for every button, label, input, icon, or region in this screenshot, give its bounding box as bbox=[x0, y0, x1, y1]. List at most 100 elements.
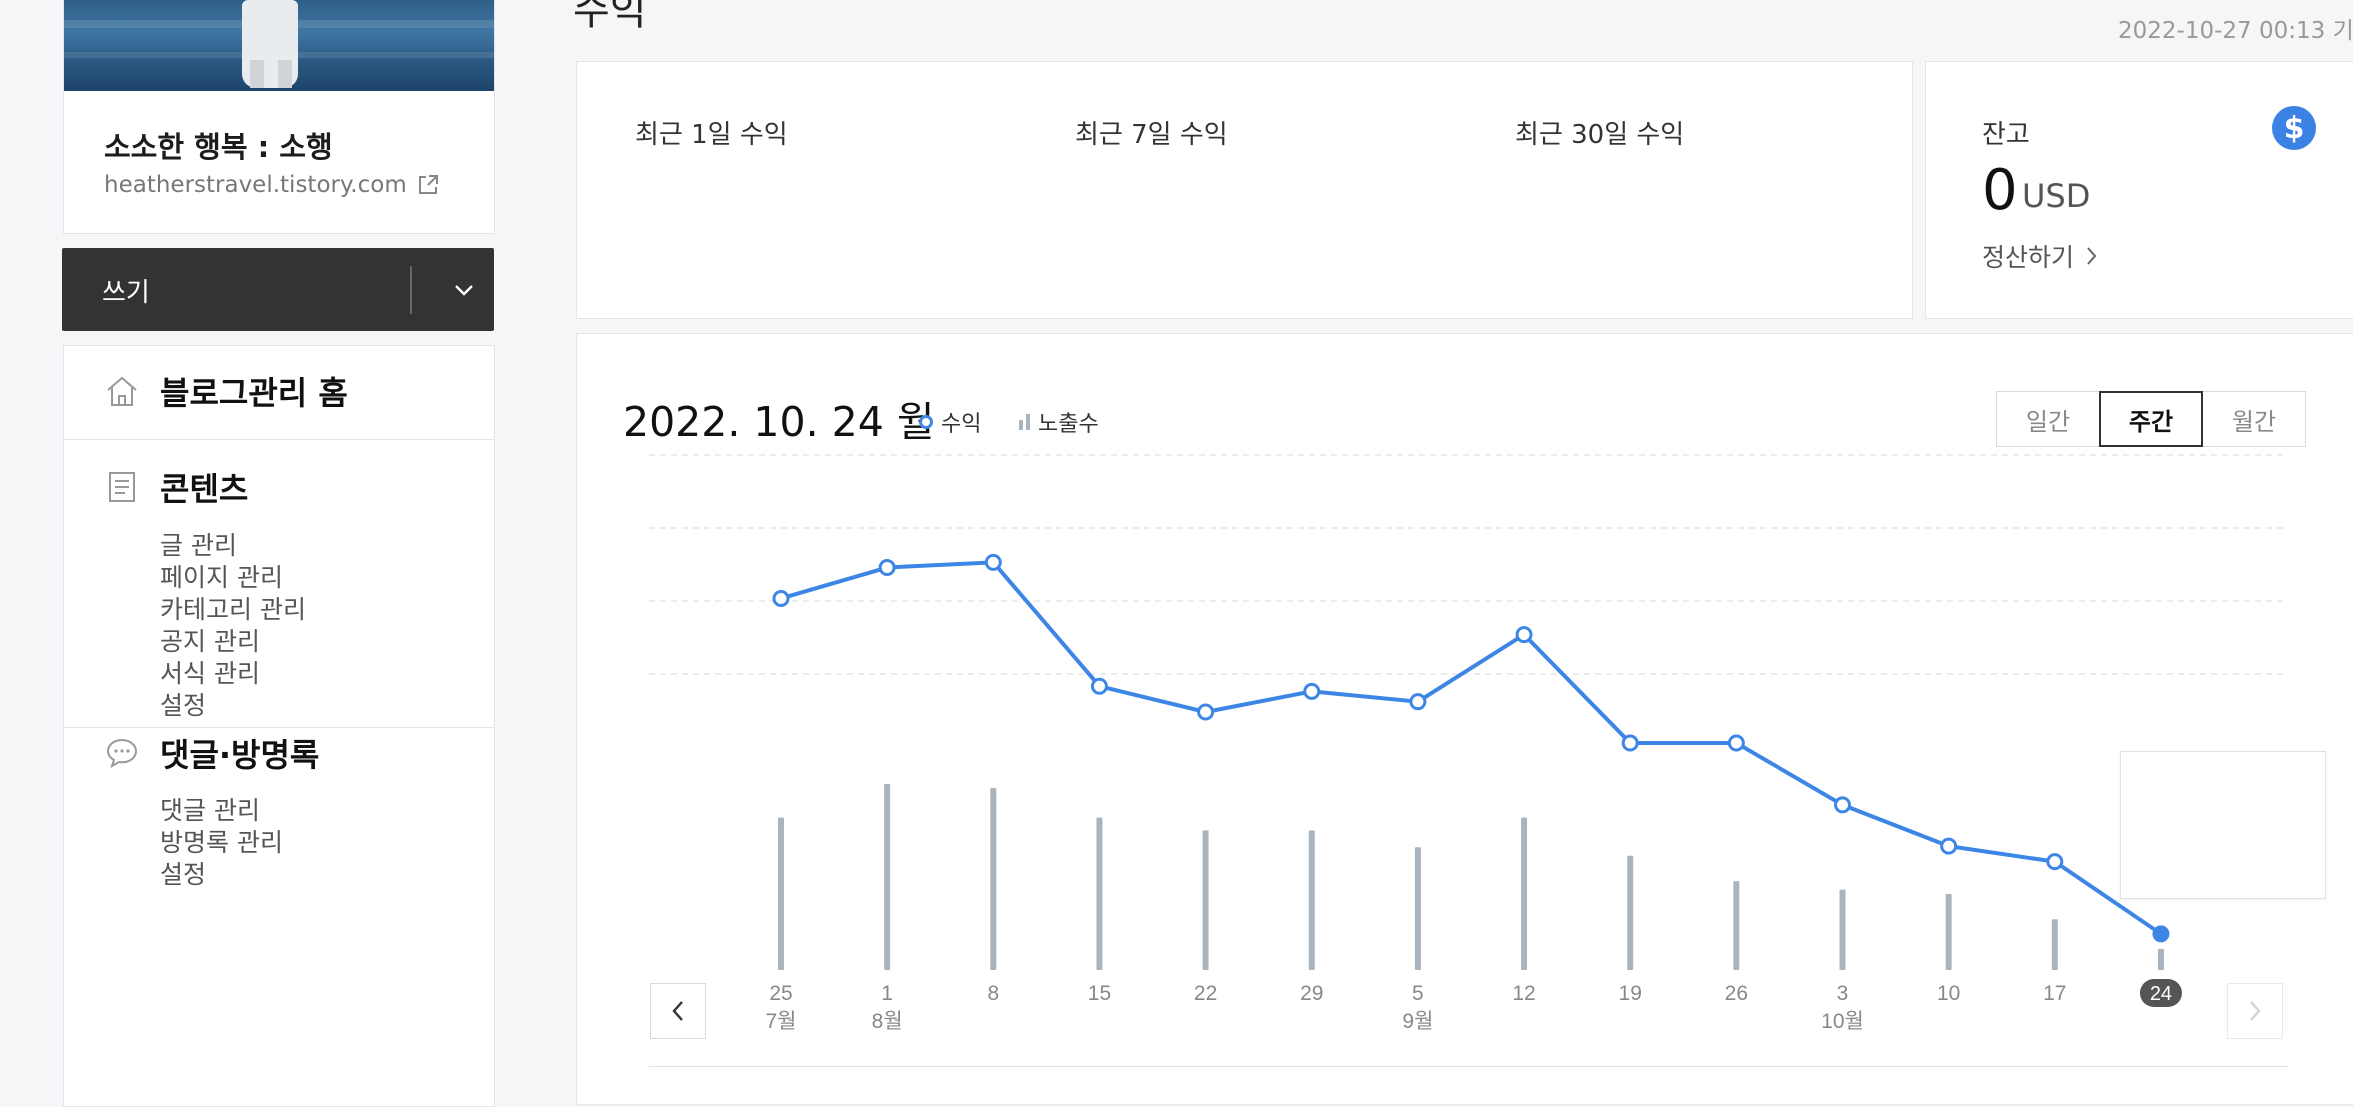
revenue-chart-card: 2022. 10. 24 월 수익 노출수 일간 주간 월간 25 1 8 15 22 2… bbox=[576, 333, 2353, 1105]
blog-title[interactable]: 소소한 행복 : 소행 bbox=[104, 130, 333, 164]
blog-profile-image[interactable] bbox=[64, 0, 494, 91]
x-tick-label: 25 bbox=[769, 982, 792, 1005]
blog-profile-card: 소소한 행복 : 소행 heatherstravel.tistory.com bbox=[63, 0, 495, 234]
menu-divider bbox=[64, 727, 494, 728]
write-button-divider bbox=[410, 266, 412, 314]
period-tabs: 일간 주간 월간 bbox=[1996, 391, 2306, 447]
revenue-point bbox=[1727, 734, 1745, 752]
revenue-1day-label: 최근 1일 수익 bbox=[635, 120, 788, 150]
impression-bar bbox=[1733, 881, 1740, 970]
revenue-line bbox=[780, 560, 2163, 936]
revenue-point bbox=[1515, 626, 1533, 644]
impression-bar bbox=[1945, 893, 1952, 970]
sidebar-item-home-label[interactable]: 블로그관리 홈 bbox=[160, 374, 348, 412]
impression-bar bbox=[1308, 830, 1315, 970]
chart-prev-button[interactable] bbox=[650, 983, 706, 1039]
x-tick-label: 17 bbox=[2043, 982, 2066, 1005]
sidebar-item-category-manage[interactable]: 카테고리 관리 bbox=[160, 595, 306, 624]
impression-bar bbox=[1839, 889, 1846, 970]
impression-bar bbox=[1096, 817, 1103, 970]
external-link-icon[interactable] bbox=[417, 174, 439, 196]
sidebar-item-template-manage[interactable]: 서식 관리 bbox=[160, 659, 260, 688]
impression-bar bbox=[1202, 830, 1209, 970]
dollar-icon: $ bbox=[2272, 106, 2316, 150]
legend-impressions: 노출수 bbox=[1019, 406, 1099, 438]
chevron-left-icon[interactable] bbox=[671, 999, 685, 1023]
sidebar-item-comment-manage[interactable]: 댓글 관리 bbox=[160, 796, 260, 825]
blog-url-text[interactable]: heatherstravel.tistory.com bbox=[104, 172, 407, 198]
revenue-point bbox=[878, 559, 896, 577]
x-tick-label: 5 bbox=[1412, 982, 1424, 1005]
x-tick-label: 26 bbox=[1725, 982, 1748, 1005]
chart-tooltip bbox=[2120, 751, 2326, 899]
sidebar-item-guestbook-manage[interactable]: 방명록 관리 bbox=[160, 828, 283, 857]
legend-impressions-label: 노출수 bbox=[1038, 412, 1099, 437]
chart-bottom-divider bbox=[649, 1066, 2289, 1067]
x-tick-label: 22 bbox=[1194, 982, 1217, 1005]
page-title: 수익 bbox=[573, 0, 647, 34]
revenue-point bbox=[772, 589, 790, 607]
revenue-point bbox=[1940, 837, 1958, 855]
impression-bar bbox=[990, 788, 997, 970]
x-tick-label: 24 bbox=[2150, 983, 2172, 1005]
x-tick-label: 19 bbox=[1619, 982, 1642, 1005]
sidebar-item-page-manage[interactable]: 페이지 관리 bbox=[160, 563, 283, 592]
chevron-right-icon[interactable] bbox=[2086, 246, 2098, 266]
revenue-7day-label: 최근 7일 수익 bbox=[1075, 120, 1228, 150]
revenue-30day-label: 최근 30일 수익 bbox=[1515, 120, 1685, 150]
revenue-point bbox=[2152, 925, 2170, 943]
chart-next-button[interactable] bbox=[2227, 983, 2283, 1039]
admin-menu: 블로그관리 홈 콘텐츠 글 관리 페이지 관리 카테고리 관리 공지 관리 서식… bbox=[63, 345, 495, 1107]
revenue-point bbox=[1197, 703, 1215, 721]
sidebar-item-contents[interactable]: 콘텐츠 bbox=[104, 464, 248, 510]
chevron-down-icon[interactable] bbox=[440, 268, 488, 312]
document-icon bbox=[104, 469, 140, 505]
revenue-summary-card: 최근 1일 수익 최근 7일 수익 최근 30일 수익 bbox=[576, 61, 1913, 319]
x-tick-label: 15 bbox=[1088, 982, 1111, 1005]
revenue-point bbox=[2046, 853, 2064, 871]
revenue-chart: 25 1 8 15 22 29 5 12 19 26 3 10 17 24 7월 8월 9월 10월 bbox=[649, 454, 2287, 1033]
data-timestamp: 2022-10-27 00:13 기준 bbox=[2118, 18, 2353, 44]
revenue-point bbox=[1303, 682, 1321, 700]
legend-revenue-label: 수익 bbox=[941, 412, 982, 437]
sidebar-item-comments[interactable]: 댓글·방명록 bbox=[104, 730, 319, 776]
x-tick-label: 1 bbox=[881, 982, 893, 1005]
tab-weekly[interactable]: 주간 bbox=[2099, 391, 2203, 447]
revenue-point bbox=[1090, 677, 1108, 695]
sidebar-item-home[interactable]: 블로그관리 홈 bbox=[104, 368, 348, 414]
selected-tick-badge bbox=[2139, 979, 2182, 1007]
chart-selected-date: 2022. 10. 24 월 bbox=[623, 398, 935, 446]
balance-currency: USD bbox=[2022, 177, 2091, 215]
write-button[interactable]: 쓰기 bbox=[62, 248, 494, 331]
settle-link-label[interactable]: 정산하기 bbox=[1982, 243, 2075, 272]
revenue-point bbox=[1621, 734, 1639, 752]
x-tick-label: 3 bbox=[1837, 982, 1849, 1005]
chevron-right-icon[interactable] bbox=[2248, 999, 2262, 1023]
impression-bar bbox=[2157, 948, 2164, 970]
home-icon bbox=[104, 373, 140, 409]
tab-monthly[interactable]: 월간 bbox=[2202, 391, 2306, 447]
sidebar-item-contents-settings[interactable]: 설정 bbox=[160, 691, 207, 720]
x-month-label: 10월 bbox=[1821, 1010, 1864, 1033]
x-tick-label: 10 bbox=[1937, 982, 1960, 1005]
settle-link[interactable]: 정산하기 bbox=[1982, 238, 2098, 274]
x-month-label: 9월 bbox=[1402, 1010, 1433, 1033]
x-month-label: 8월 bbox=[872, 1010, 903, 1033]
x-tick-label: 8 bbox=[987, 982, 999, 1005]
impression-bar bbox=[1521, 817, 1528, 970]
sidebar-item-contents-label[interactable]: 콘텐츠 bbox=[160, 470, 249, 508]
write-button-label[interactable]: 쓰기 bbox=[102, 278, 150, 308]
x-month-label: 7월 bbox=[766, 1010, 797, 1033]
impression-bar bbox=[1414, 847, 1421, 970]
impression-bar bbox=[884, 783, 891, 970]
x-tick-label: 29 bbox=[1300, 982, 1323, 1005]
blog-url-link[interactable]: heatherstravel.tistory.com bbox=[104, 172, 439, 198]
sidebar-item-notice-manage[interactable]: 공지 관리 bbox=[160, 627, 260, 656]
impression-bar bbox=[2051, 919, 2058, 970]
revenue-point bbox=[1409, 693, 1427, 711]
sidebar-item-comments-label[interactable]: 댓글·방명록 bbox=[160, 736, 320, 774]
menu-divider bbox=[64, 439, 494, 440]
sidebar-item-comments-settings[interactable]: 설정 bbox=[160, 860, 207, 889]
sidebar-item-post-manage[interactable]: 글 관리 bbox=[160, 531, 237, 560]
impression-bar bbox=[778, 817, 784, 970]
